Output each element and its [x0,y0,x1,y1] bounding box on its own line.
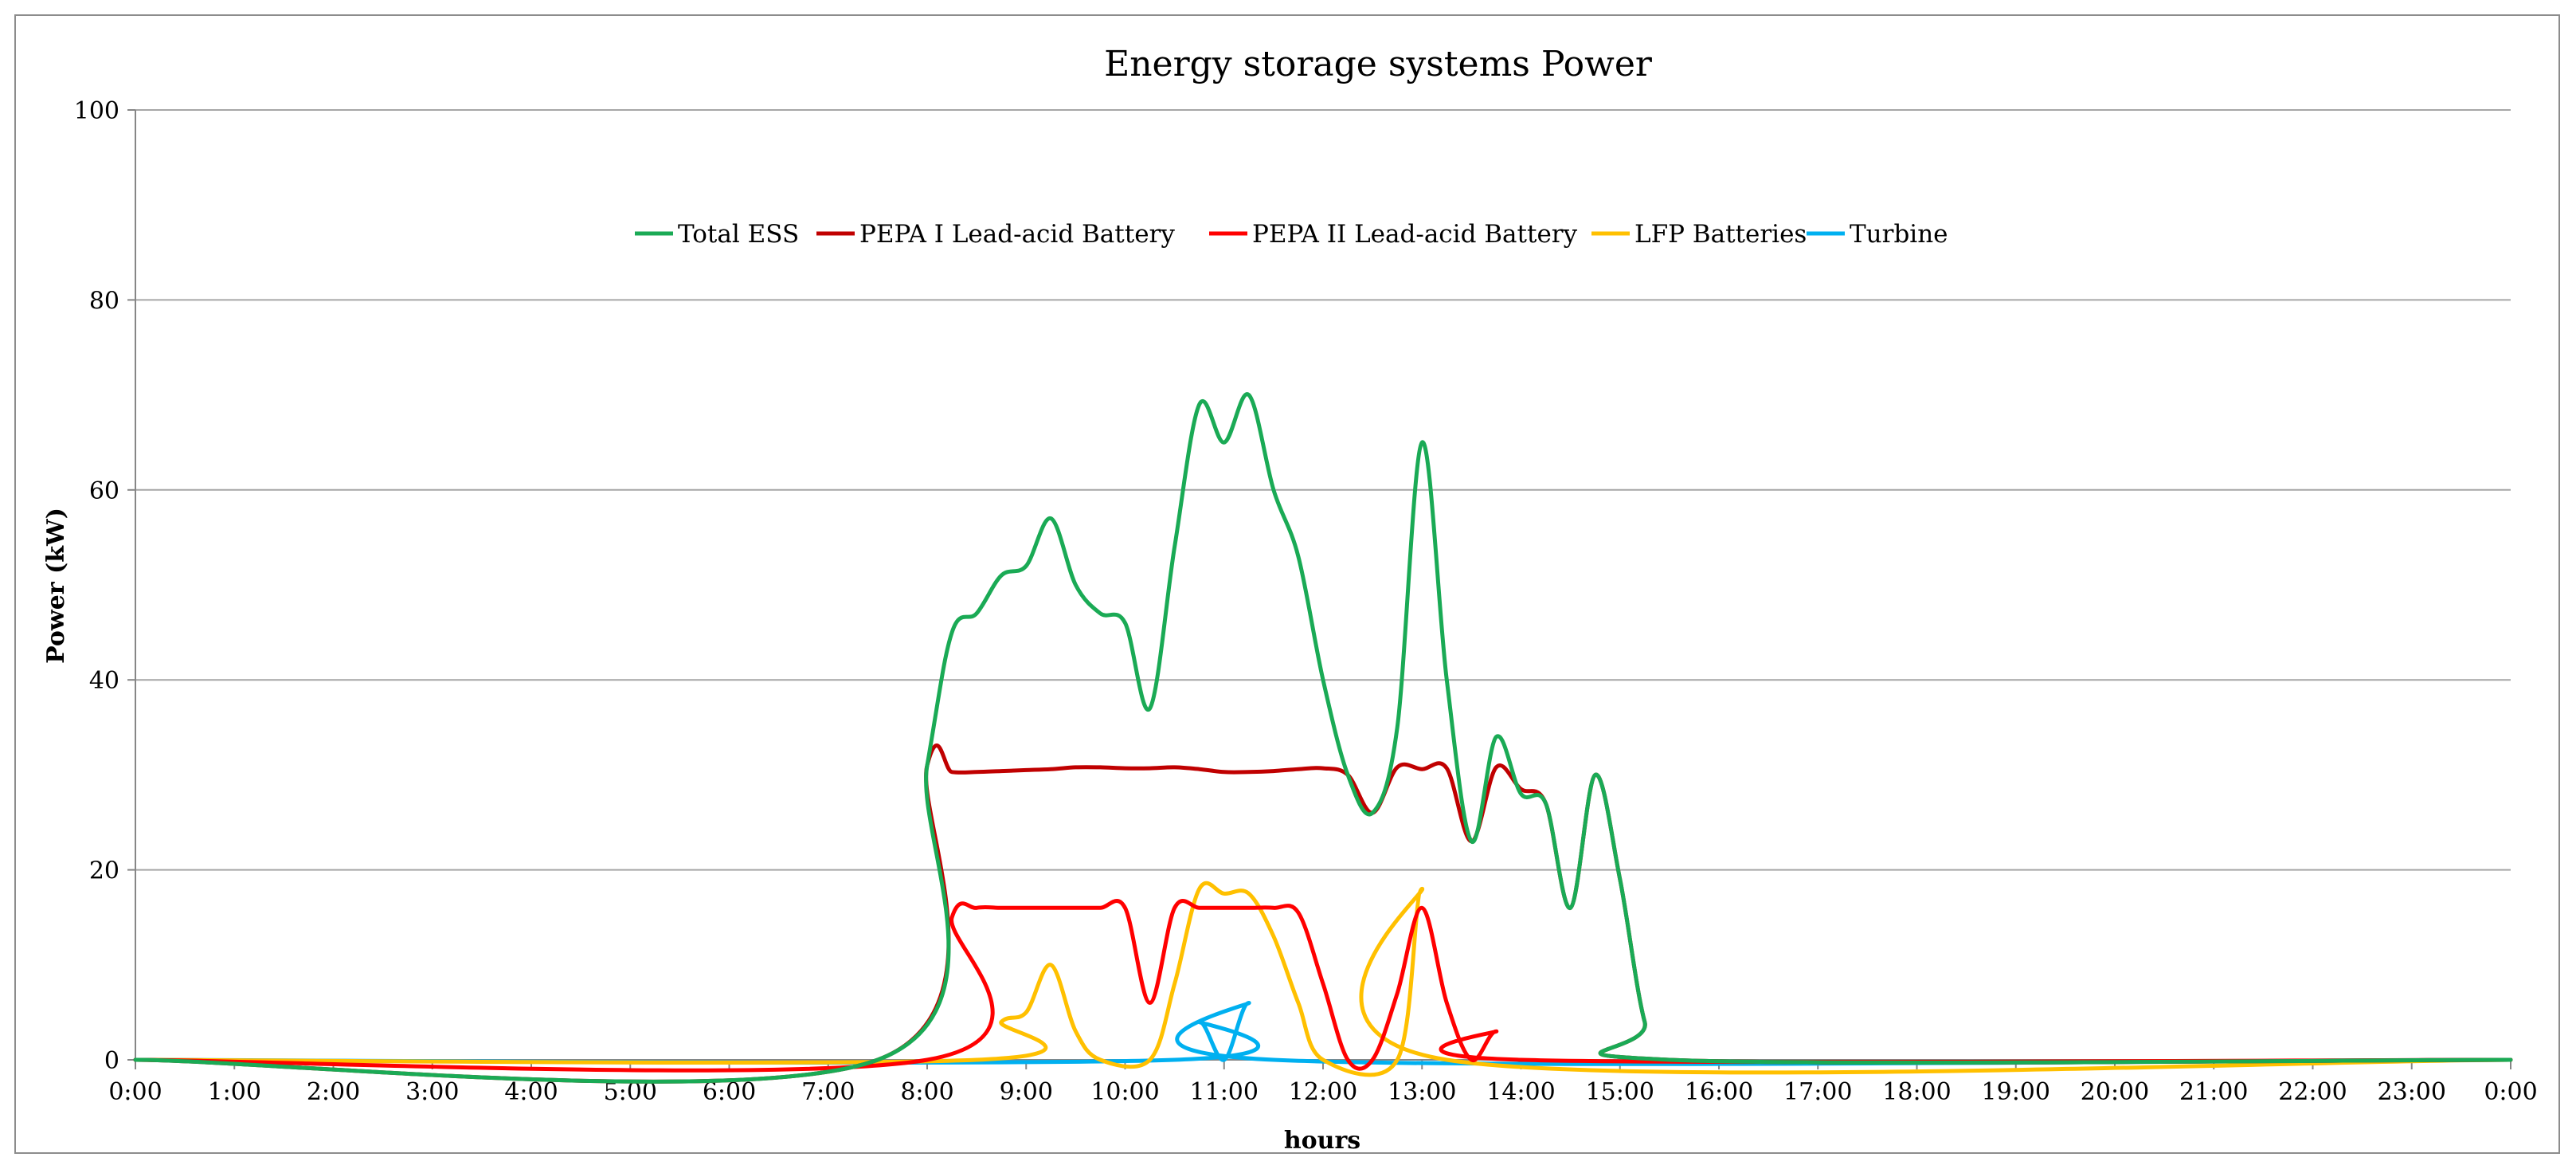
series-line-pepa-ii-lead-acid-battery [133,899,2513,1073]
series-line-turbine [133,1001,2488,1066]
x-tick-label: 0:00 [108,1078,162,1106]
x-tick-label: 13:00 [1388,1078,1456,1106]
series-lines [133,392,2513,1084]
x-tick-label: 11:00 [1190,1078,1259,1106]
x-tick-label: 8:00 [900,1078,953,1106]
y-tick-label: 100 [74,97,119,125]
x-tick-label: 18:00 [1882,1078,1951,1106]
x-tick-label: 17:00 [1783,1078,1852,1106]
x-tick-label: 20:00 [2081,1078,2149,1106]
gridlines [135,109,2511,1068]
series-line-total-ess [133,392,2513,1084]
legend-label-lfp-batteries: LFP Batteries [1634,220,1807,249]
x-tick-label: 16:00 [1685,1078,1753,1106]
legend-label-total-ess: Total ESS [678,220,799,249]
chart-title: Energy storage systems Power [1104,44,1653,84]
x-tick-label: 4:00 [504,1078,558,1106]
y-tick-label: 80 [89,287,119,315]
x-axis-ticks: 0:00 1:00 2:00 3:00 4:00 5:00 6:00 7:00 8:00 9:00… [108,1060,2538,1106]
x-tick-label: 9:00 [1000,1078,1053,1106]
x-tick-label: 1:00 [208,1078,261,1106]
legend: Total ESS PEPA I Lead-acid Battery PEPA II… [635,220,1948,249]
x-tick-label: 0:00 [2484,1078,2537,1106]
x-tick-label: 14:00 [1486,1078,1555,1106]
x-tick-label: 23:00 [2378,1078,2446,1106]
x-tick-label: 22:00 [2278,1078,2347,1106]
x-tick-label: 12:00 [1289,1078,1357,1106]
x-tick-label: 3:00 [405,1078,459,1106]
x-tick-label: 19:00 [1982,1078,2050,1106]
x-tick-label: 10:00 [1090,1078,1159,1106]
x-tick-label: 15:00 [1586,1078,1654,1106]
legend-label-pepa-i-lead-acid-battery: PEPA I Lead-acid Battery [859,220,1175,249]
series-line-lfp-batteries [133,881,2513,1077]
chart-frame [14,14,2560,1154]
series-line-pepa-i-lead-acid-battery [133,743,2513,1084]
y-axis-label: Power (kW) [42,508,70,664]
y-tick-label: 0 [104,1047,119,1075]
y-tick-label: 60 [89,477,119,505]
y-tick-label: 20 [89,857,119,885]
x-tick-label: 7:00 [801,1078,855,1106]
x-tick-label: 2:00 [307,1078,360,1106]
x-tick-label: 21:00 [2179,1078,2248,1106]
y-tick-label: 40 [89,667,119,695]
legend-label-turbine: Turbine [1850,220,1948,249]
legend-label-pepa-ii-lead-acid-battery: PEPA II Lead-acid Battery [1252,220,1578,249]
y-axis-ticks: 0 20 40 60 80 100 [74,97,135,1075]
x-axis-label: hours [1284,1127,1360,1155]
